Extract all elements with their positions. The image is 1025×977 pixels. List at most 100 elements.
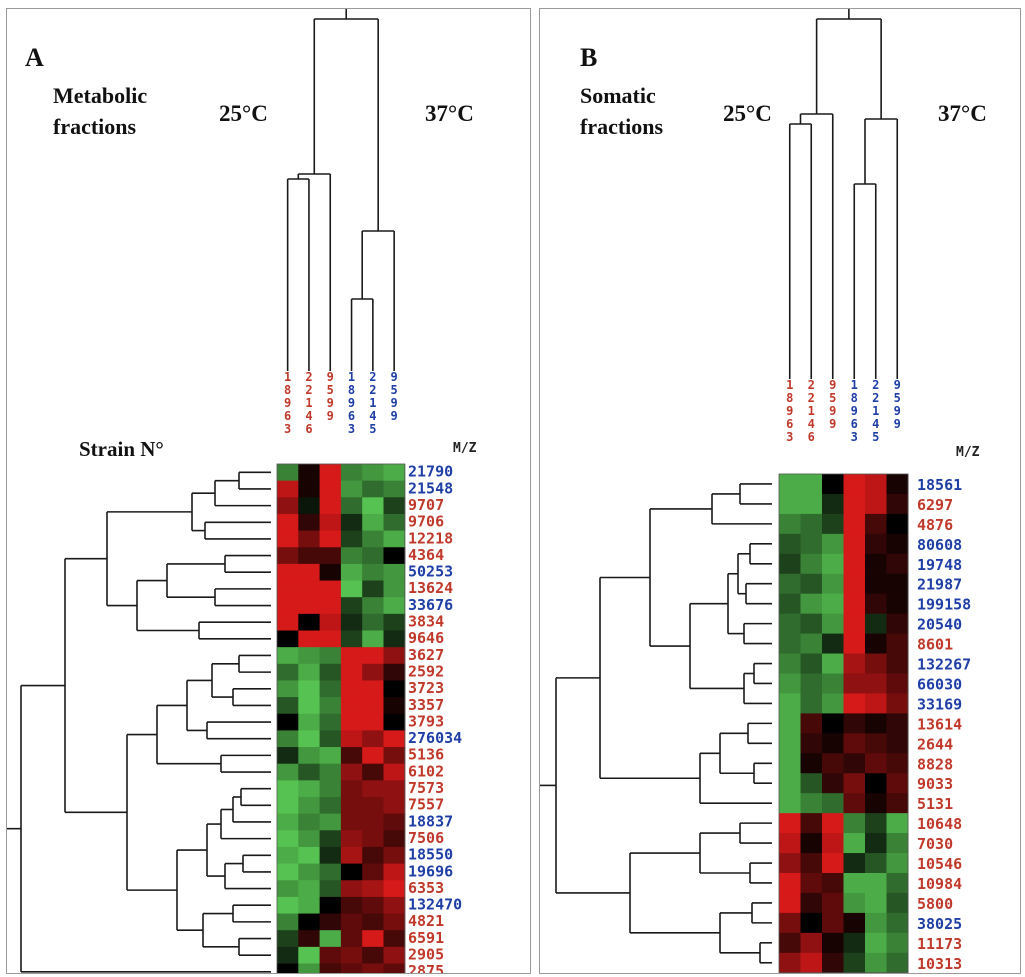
heatmap-cell (779, 553, 801, 575)
heatmap-cell (886, 813, 909, 834)
heatmap-cell (383, 480, 406, 498)
heatmap-cell (362, 464, 384, 482)
heatmap-cell (277, 663, 299, 681)
heatmap-cell (779, 673, 801, 694)
heatmap-cell (843, 952, 866, 973)
mz-value: 2592 (408, 662, 444, 680)
heatmap-cell (886, 912, 909, 934)
heatmap-cell (886, 833, 909, 854)
heatmap-cell (383, 663, 406, 681)
heatmap-cell (800, 912, 823, 934)
heatmap-cell (340, 464, 363, 482)
heatmap-cell (319, 913, 342, 931)
heatmap-cell (865, 613, 887, 635)
panel-a-mz-label: M/Z (453, 441, 477, 456)
strain-digit: 9 (851, 404, 858, 418)
strain-digit: 1 (808, 404, 815, 418)
heatmap-cell (865, 912, 887, 934)
strain-digit: 9 (829, 417, 836, 431)
heatmap-cell (779, 793, 801, 814)
heatmap-cell (822, 753, 844, 774)
heatmap-cell (383, 613, 406, 631)
heatmap-cell (822, 573, 844, 595)
heatmap-cell (886, 793, 909, 814)
strain-digit: 6 (348, 409, 355, 423)
heatmap-cell (277, 613, 299, 631)
heatmap-cell (383, 563, 406, 582)
heatmap-cell (319, 730, 342, 748)
heatmap-cell (277, 780, 299, 798)
strain-digit: 1 (284, 370, 291, 384)
mz-value: 13624 (408, 579, 453, 597)
strain-digit: 1 (786, 378, 793, 392)
heatmap-cell (865, 633, 887, 655)
heatmap-cell (340, 913, 363, 931)
mz-value: 199158 (917, 596, 971, 614)
heatmap-cell (362, 797, 384, 815)
heatmap-cell (362, 946, 384, 964)
heatmap-cell (886, 713, 909, 734)
heatmap-cell (277, 630, 299, 648)
mz-value: 12218 (408, 529, 453, 547)
heatmap-cell (822, 952, 844, 973)
heatmap-cell (298, 647, 321, 665)
mz-value: 11173 (917, 935, 962, 953)
heatmap-cell (362, 563, 384, 582)
heatmap-cell (779, 613, 801, 635)
strain-digit: 9 (327, 409, 334, 423)
heatmap-cell (383, 697, 406, 715)
strain-digit: 9 (786, 404, 793, 418)
mz-value: 21548 (408, 479, 453, 497)
heatmap-cell (383, 747, 406, 765)
mz-value: 10546 (917, 855, 962, 873)
heatmap-cell (822, 533, 844, 555)
heatmap-cell (886, 733, 909, 754)
heatmap-cell (800, 713, 823, 734)
heatmap-cell (277, 846, 299, 865)
heatmap-cell (340, 797, 363, 815)
heatmap-cell (843, 793, 866, 814)
heatmap-cell (886, 773, 909, 794)
heatmap-cell (822, 873, 844, 894)
heatmap-cell (843, 553, 866, 575)
heatmap-cell (843, 932, 866, 954)
heatmap-cell (277, 697, 299, 715)
heatmap-cell (779, 493, 801, 515)
heatmap-cell (340, 713, 363, 731)
heatmap-cell (843, 713, 866, 734)
heatmap-cell (298, 830, 321, 848)
heatmap-cell (822, 633, 844, 655)
strain-digit: 9 (391, 396, 398, 410)
strain-digit: 6 (808, 430, 815, 444)
heatmap-cell (362, 913, 384, 931)
heatmap-cell (800, 793, 823, 814)
heatmap-cell (800, 533, 823, 555)
heatmap-cell (886, 613, 909, 635)
heatmap-cell (843, 653, 866, 674)
mz-value: 6102 (408, 762, 444, 780)
heatmap-cell (383, 763, 406, 781)
heatmap-cell (362, 930, 384, 948)
mz-value: 3793 (408, 712, 444, 730)
heatmap-cell (362, 480, 384, 498)
heatmap-cell (340, 846, 363, 865)
heatmap-cell (865, 513, 887, 535)
mz-value: 3723 (408, 679, 444, 697)
heatmap-cell (362, 697, 384, 715)
heatmap-cell (822, 853, 844, 874)
mz-value: 19748 (917, 556, 962, 574)
heatmap-cell (319, 530, 342, 548)
panel-b-letter: B (580, 43, 598, 72)
heatmap-cell (800, 733, 823, 754)
heatmap-cell (779, 733, 801, 754)
heatmap-cell (362, 597, 384, 615)
heatmap-cell (383, 630, 406, 648)
heatmap-cell (886, 932, 909, 954)
heatmap-cell (383, 497, 406, 515)
heatmap-cell (800, 753, 823, 774)
strain-digit: 2 (808, 391, 815, 405)
mz-value: 8601 (917, 636, 953, 654)
heatmap-cell (277, 763, 299, 781)
